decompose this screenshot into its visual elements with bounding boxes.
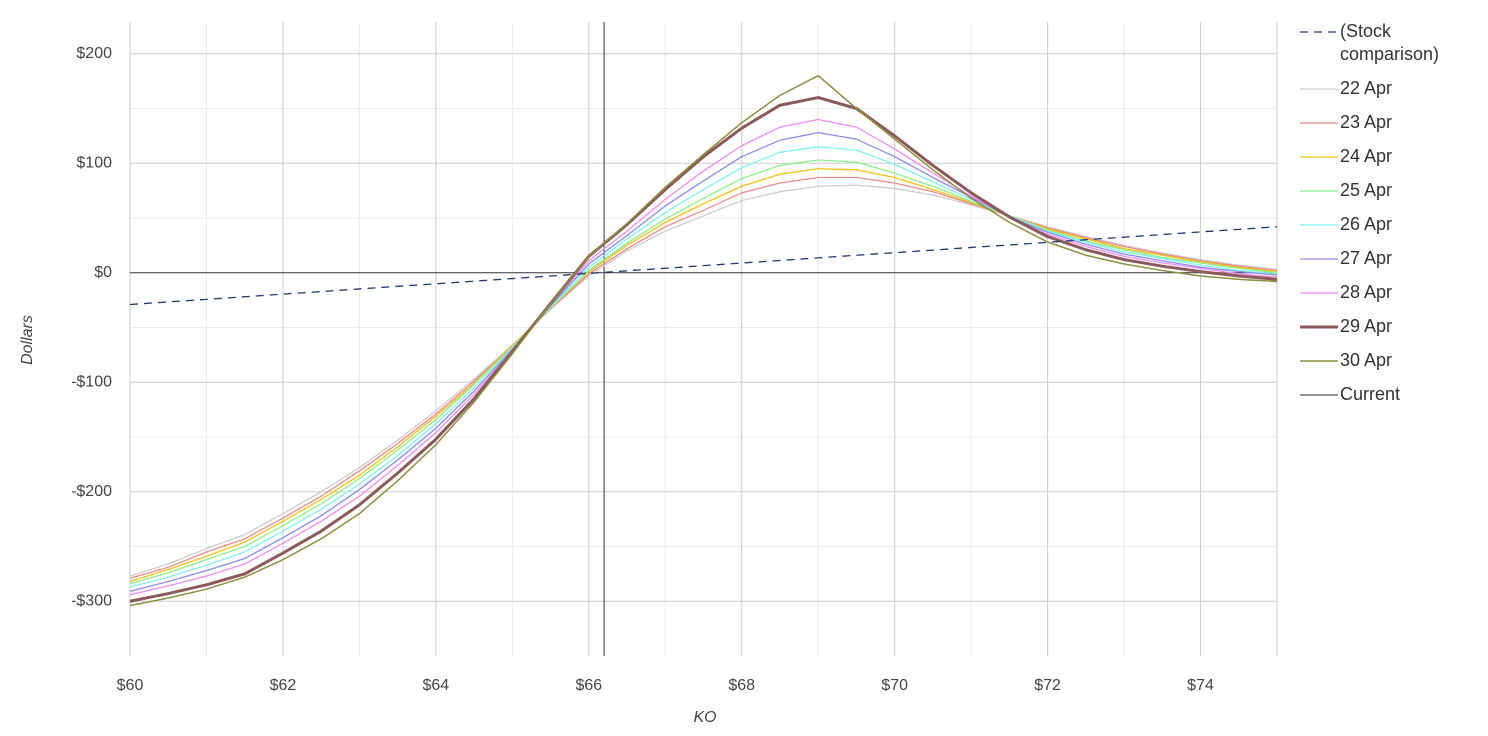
y-tick-label: -$100: [71, 373, 112, 390]
legend-label: 30 Apr: [1340, 350, 1393, 370]
legend-swatch: [1300, 258, 1338, 260]
x-tick-label: $74: [1187, 677, 1214, 694]
y-tick-label: -$200: [71, 483, 112, 500]
legend-swatch: [1300, 156, 1338, 158]
y-axis-label: Dollars: [19, 315, 36, 365]
x-tick-label: $72: [1034, 677, 1061, 694]
legend-label: 27 Apr: [1340, 248, 1393, 268]
legend-item: 27 Apr: [1298, 247, 1478, 270]
y-tick-label: $200: [76, 45, 112, 62]
x-tick-label: $66: [575, 677, 602, 694]
series-line: [129, 184, 1278, 577]
legend-label: 29 Apr: [1340, 316, 1393, 336]
legend-swatch: [1300, 325, 1338, 329]
legend-label: 26 Apr: [1340, 214, 1393, 234]
series-line: [129, 168, 1278, 583]
legend-swatch: [1300, 360, 1338, 362]
legend-item: Current: [1298, 383, 1478, 406]
legend-item: 29 Apr: [1298, 315, 1478, 338]
legend-label: 28 Apr: [1340, 282, 1393, 302]
legend-item: 23 Apr: [1298, 111, 1478, 134]
legend-swatch: [1300, 190, 1338, 192]
legend-item: 25 Apr: [1298, 179, 1478, 202]
series-line: [129, 118, 1278, 596]
y-tick-label: -$300: [71, 592, 112, 609]
x-tick-label: $70: [881, 677, 908, 694]
y-tick-label: $0: [94, 264, 112, 281]
chart: KO Dollars $60 $62 $64 $66 $68 $70 $72 $74 -$300…: [19, 22, 1278, 726]
legend-item: (Stock comparison): [1298, 20, 1478, 66]
legend-swatch: [1300, 292, 1338, 294]
series-line: [129, 96, 1278, 603]
legend-label: 25 Apr: [1340, 180, 1393, 200]
legend-swatch: [1300, 31, 1338, 33]
legend-item: 24 Apr: [1298, 145, 1478, 168]
x-axis-label: KO: [693, 709, 716, 726]
series-line: [129, 131, 1278, 593]
series-line: [129, 74, 1278, 607]
x-tick-label: $68: [728, 677, 755, 694]
legend-label: 24 Apr: [1340, 146, 1393, 166]
legend: (Stock comparison) 22 Apr 23 Apr 24 Apr 25 A…: [1298, 20, 1478, 417]
legend-swatch: [1300, 122, 1338, 124]
legend-label: Current: [1340, 384, 1401, 404]
legend-item: 26 Apr: [1298, 213, 1478, 236]
legend-label: 23 Apr: [1340, 112, 1393, 132]
series-line: [129, 176, 1278, 579]
legend-item: 22 Apr: [1298, 77, 1478, 100]
series-line: [129, 159, 1278, 585]
y-tick-label: $100: [76, 154, 112, 171]
legend-swatch: [1300, 394, 1338, 396]
series-line: [129, 146, 1278, 588]
x-tick-label: $60: [117, 677, 144, 694]
legend-item: 28 Apr: [1298, 281, 1478, 304]
legend-swatch: [1300, 224, 1338, 226]
legend-item: 30 Apr: [1298, 349, 1478, 372]
x-tick-label: $62: [270, 677, 297, 694]
series-line: [129, 226, 1278, 306]
legend-label: (Stock comparison): [1340, 21, 1440, 64]
x-tick-label: $64: [423, 677, 450, 694]
legend-label: 22 Apr: [1340, 78, 1393, 98]
legend-swatch: [1300, 88, 1338, 90]
